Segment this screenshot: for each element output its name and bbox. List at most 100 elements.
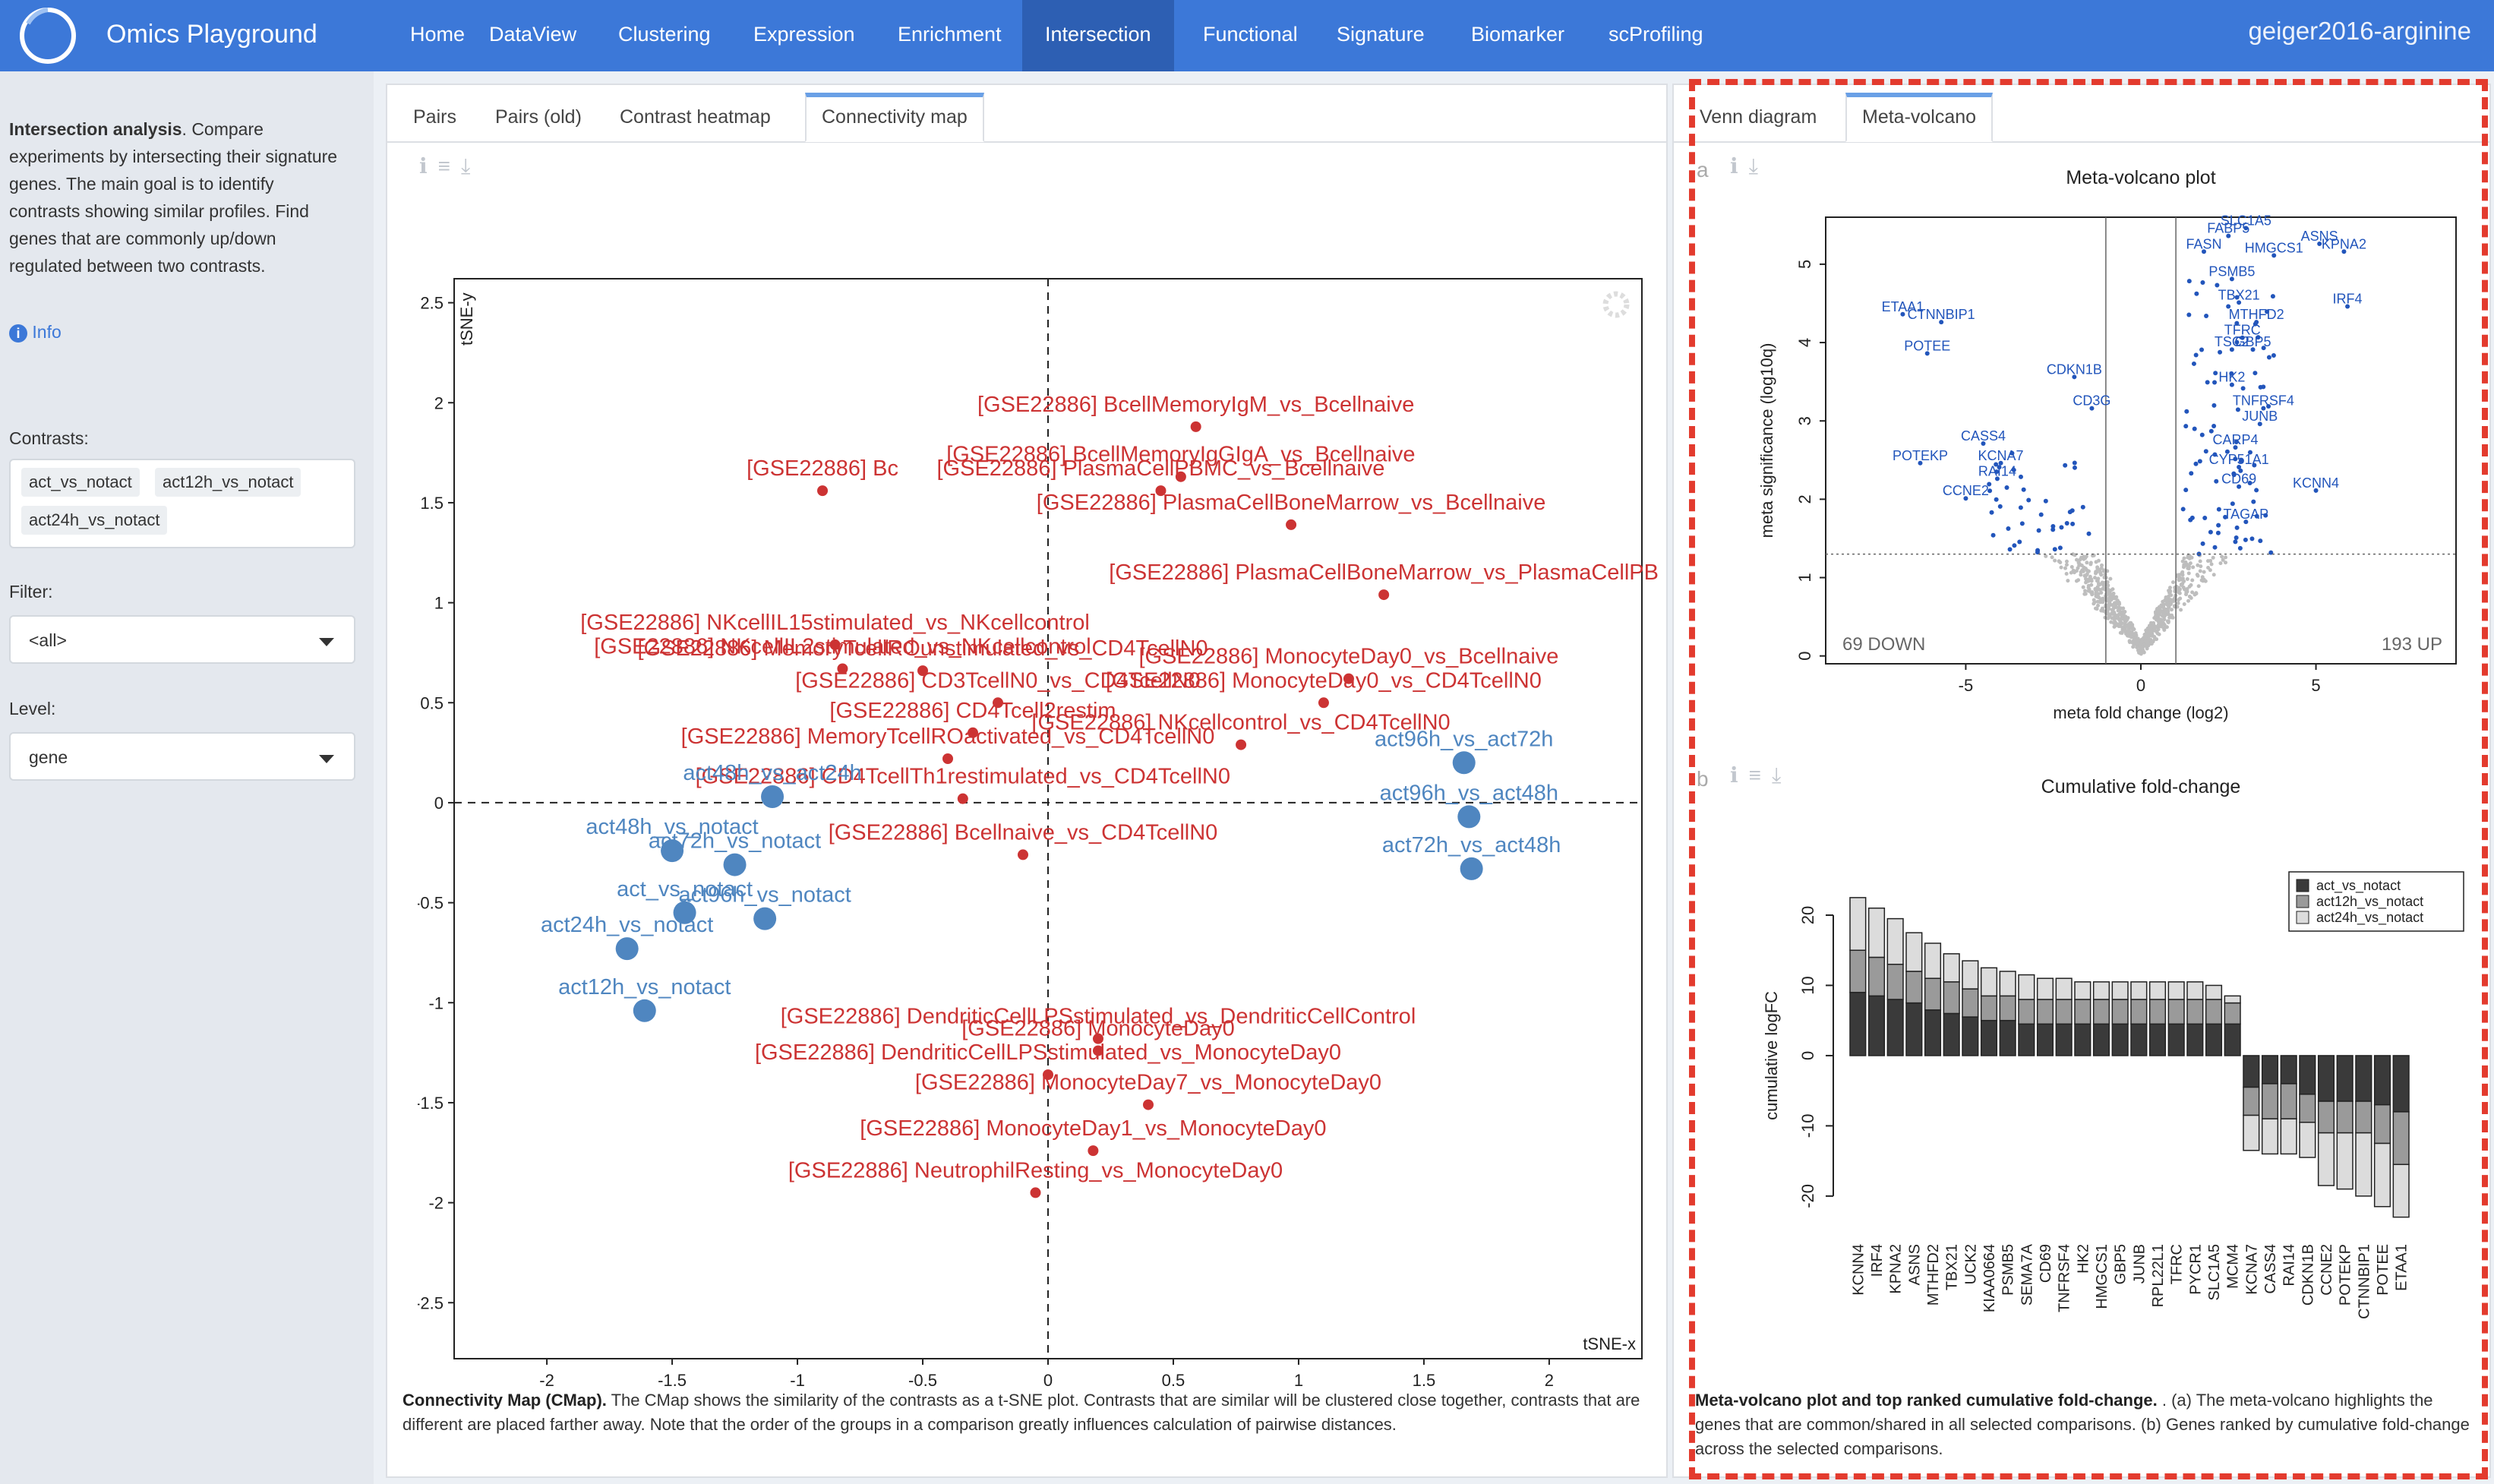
bar-segment — [2280, 1055, 2297, 1085]
meta-volcano-panel: Venn diagram Meta-volcano a ℹ⤓ Meta-volc… — [1672, 84, 2491, 1478]
background-gene — [2172, 597, 2177, 601]
gene-label: FABP5 — [2207, 221, 2249, 236]
significant-gene — [2252, 371, 2258, 376]
omics-logo-icon[interactable] — [17, 5, 79, 67]
tab-pairs-old[interactable]: Pairs (old) — [495, 106, 582, 128]
level-select[interactable]: gene — [9, 732, 355, 781]
info-icon[interactable]: ℹ — [419, 154, 438, 178]
legend-label: act24h_vs_notact — [2316, 910, 2423, 926]
gene-point — [2229, 276, 2234, 282]
y-tick-label: 5 — [1795, 260, 1814, 269]
significant-gene — [2011, 467, 2016, 472]
background-gene — [2111, 592, 2116, 596]
tab-contrast-heatmap[interactable]: Contrast heatmap — [620, 106, 771, 128]
point-label: [GSE22886] MemoryTcellROactivated_vs_CD4… — [681, 725, 1215, 749]
info-icon[interactable]: ℹ — [1730, 154, 1749, 178]
tab-meta-volcano[interactable]: Meta-volcano — [1845, 93, 1994, 142]
gene-label: TFRC — [2224, 323, 2261, 338]
bar-segment — [2205, 999, 2223, 1025]
gene-label: POTEE — [1904, 338, 1950, 353]
background-gene — [2120, 625, 2125, 630]
nav-item-intersection[interactable]: Intersection — [1022, 0, 1174, 71]
significant-gene — [2211, 403, 2217, 408]
gene-point — [2229, 382, 2234, 387]
download-icon[interactable]: ⤓ — [1748, 154, 1769, 178]
background-gene — [2126, 630, 2131, 635]
background-gene — [2103, 615, 2107, 620]
nav-item-clustering[interactable]: Clustering — [618, 23, 711, 46]
menu-icon[interactable]: ≡ — [437, 154, 461, 178]
tab-venn-diagram[interactable]: Venn diagram — [1700, 106, 1817, 128]
category-label: POTEKP — [2338, 1244, 2354, 1306]
nav-item-scprofiling[interactable]: scProfiling — [1608, 23, 1703, 46]
significant-gene — [2234, 535, 2239, 541]
significant-gene — [2216, 507, 2221, 512]
point-label: [GSE22886] MonocyteDay0 — [961, 1016, 1234, 1040]
background-gene — [2084, 580, 2088, 585]
bar-segment — [1886, 963, 1904, 1000]
bar-segment — [1849, 991, 1867, 1056]
menu-icon[interactable]: ≡ — [1748, 763, 1772, 787]
info-link[interactable]: i Info — [9, 322, 62, 343]
significant-gene — [2202, 515, 2208, 520]
significant-gene — [2043, 498, 2048, 504]
info-icon[interactable]: ℹ — [1730, 763, 1749, 787]
background-gene — [2091, 554, 2095, 558]
contrast-tag[interactable]: act12h_vs_notact — [155, 468, 301, 497]
gene-point — [2250, 347, 2256, 352]
tab-pairs[interactable]: Pairs — [413, 106, 456, 128]
nav-item-signature[interactable]: Signature — [1337, 23, 1425, 46]
gene-point — [1900, 311, 1905, 317]
gene-point — [2257, 422, 2262, 427]
significant-gene — [2199, 432, 2205, 437]
point-label: [GSE22886] Bcellnaive_vs_CD4TcellN0 — [829, 820, 1218, 845]
gene-point — [1963, 496, 1968, 501]
legend-swatch — [2296, 879, 2309, 892]
gene-point — [2243, 519, 2249, 525]
significant-gene — [1994, 462, 1999, 467]
app-title[interactable]: Omics Playground — [106, 20, 317, 49]
data-point — [633, 999, 656, 1022]
nav-item-functional[interactable]: Functional — [1203, 23, 1298, 46]
bar-segment — [2036, 1023, 2054, 1056]
tab-connectivity-map[interactable]: Connectivity map — [805, 93, 984, 142]
y-axis-label: tSNE-y — [457, 292, 476, 346]
background-gene — [2220, 554, 2224, 559]
background-gene — [2079, 555, 2084, 560]
background-gene — [2177, 578, 2181, 583]
nav-item-biomarker[interactable]: Biomarker — [1471, 23, 1565, 46]
bar-segment — [2280, 1083, 2297, 1119]
nav-item-expression[interactable]: Expression — [753, 23, 855, 46]
nav-item-enrichment[interactable]: Enrichment — [898, 23, 1002, 46]
category-label: RAI14 — [2281, 1244, 2298, 1287]
contrasts-label: Contrasts: — [9, 428, 89, 448]
data-point — [1236, 739, 1247, 750]
bar-segment — [2018, 974, 2035, 1000]
significant-gene — [2004, 485, 2009, 491]
y-tick-label: -2.5 — [418, 1293, 444, 1312]
contrasts-select[interactable]: act_vs_notact act12h_vs_notact act24h_vs… — [9, 459, 355, 548]
data-point — [1190, 421, 1201, 432]
bar-segment — [2224, 1002, 2241, 1025]
background-gene — [2224, 555, 2228, 560]
contrast-tag[interactable]: act_vs_notact — [21, 468, 140, 497]
nav-item-home[interactable]: Home — [410, 23, 466, 46]
gene-label: CARP4 — [2212, 432, 2258, 447]
category-label: SLC1A5 — [2206, 1244, 2223, 1301]
significant-gene — [2265, 309, 2270, 314]
background-gene — [2180, 576, 2185, 581]
background-gene — [2064, 559, 2069, 564]
filter-select[interactable]: <all> — [9, 615, 355, 664]
significant-gene — [2080, 504, 2085, 510]
nav-item-dataview[interactable]: DataView — [489, 23, 577, 46]
contrast-tag[interactable]: act24h_vs_notact — [21, 506, 168, 535]
background-gene — [2050, 555, 2054, 560]
significant-gene — [2247, 480, 2252, 485]
download-icon[interactable]: ⤓ — [1771, 763, 1792, 787]
bar-segment — [2148, 981, 2167, 1000]
background-gene — [2118, 630, 2123, 635]
download-icon[interactable]: ⤓ — [460, 154, 481, 178]
background-gene — [2191, 565, 2196, 570]
significant-gene — [2189, 471, 2194, 476]
bar-segment — [1886, 999, 1904, 1056]
